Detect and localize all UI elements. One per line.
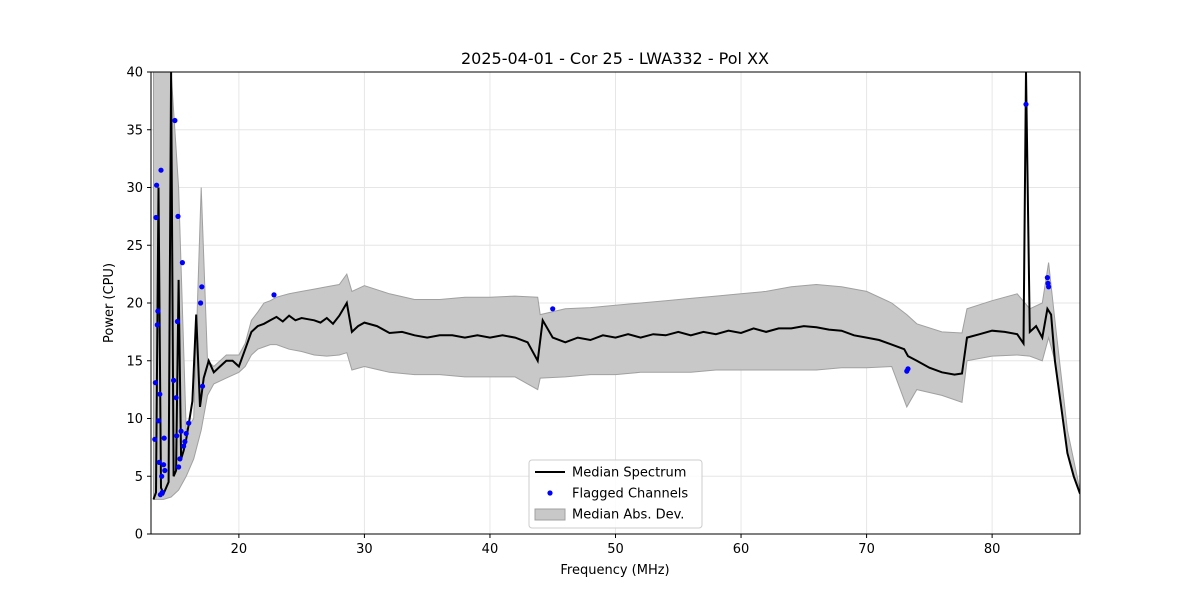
x-tick-label-1: 30: [356, 542, 373, 557]
flagged-point-2: [153, 214, 159, 221]
legend-mad-swatch: [534, 508, 566, 521]
flagged-point-5: [155, 308, 161, 314]
flagged-point-23: [177, 456, 183, 462]
x-tick-label-0: 20: [231, 542, 248, 557]
flagged-point-30: [198, 300, 204, 306]
flagged-point-20: [174, 318, 180, 325]
flagged-point-24: [178, 428, 184, 434]
flagged-point-19: [174, 433, 180, 439]
legend-box: [528, 459, 703, 529]
y-tick-label-3: 15: [126, 354, 143, 369]
flagged-point-11: [159, 473, 165, 479]
y-tick-label-5: 25: [126, 239, 143, 254]
legend-label-0: Median Spectrum: [572, 466, 686, 481]
flagged-point-4: [154, 322, 160, 328]
flagged-point-10: [158, 167, 164, 173]
flagged-point-26: [181, 443, 187, 449]
flagged-point-36: [905, 366, 911, 372]
flagged-point-29: [186, 420, 192, 426]
median-spectrum: [152, 72, 1080, 500]
flagged-point-28: [183, 430, 189, 437]
y-tick-label-4: 20: [126, 297, 143, 312]
x-tick-label-4: 60: [733, 542, 750, 557]
flagged-point-0: [152, 436, 158, 442]
flagged-point-33: [271, 292, 277, 298]
legend-label-2: Median Abs. Dev.: [572, 508, 684, 523]
flagged-channels: [152, 101, 1052, 498]
flagged-point-16: [171, 377, 177, 383]
x-axis-ticks: 20 30 40 50 60 70 80: [231, 534, 1001, 557]
y-axis-label: Power (CPU): [102, 263, 117, 343]
flagged-point-34: [550, 306, 556, 312]
y-tick-label-2: 10: [126, 412, 143, 427]
y-axis-ticks: 0 5 10 15 20 25 30 35 40: [126, 66, 151, 543]
x-tick-label-2: 40: [482, 542, 499, 557]
y-tick-label-6: 30: [126, 181, 143, 196]
legend: Median Spectrum Flagged Channels Median Ab…: [528, 459, 703, 529]
flagged-point-38: [1044, 275, 1050, 281]
flagged-point-7: [156, 459, 162, 465]
flagged-point-25: [179, 260, 185, 266]
flagged-point-15: [162, 467, 168, 474]
x-tick-label-3: 50: [607, 542, 624, 557]
flagged-point-3: [154, 182, 160, 188]
y-tick-label-1: 5: [135, 470, 143, 485]
flagged-point-14: [161, 435, 167, 441]
flagged-point-21: [175, 213, 181, 219]
flagged-point-31: [199, 284, 205, 290]
y-tick-label-8: 40: [126, 66, 143, 81]
mad-band: [153, 72, 1080, 500]
flagged-point-18: [173, 395, 179, 401]
x-tick-label-6: 80: [984, 542, 1001, 557]
flagged-point-12: [159, 489, 165, 495]
x-axis-label: Frequency (MHz): [560, 563, 669, 578]
median-spectrum-line: [152, 72, 1080, 500]
mad-band-area: [153, 72, 1080, 500]
flagged-point-22: [176, 464, 182, 470]
y-tick-label-7: 35: [126, 123, 143, 138]
flagged-point-6: [155, 418, 162, 424]
flagged-point-37: [1023, 101, 1029, 107]
x-tick-label-5: 70: [858, 542, 875, 557]
flagged-point-8: [157, 391, 163, 397]
flagged-point-32: [199, 383, 206, 389]
flagged-point-13: [161, 462, 167, 468]
y-tick-label-0: 0: [135, 528, 143, 543]
flagged-point-27: [182, 439, 188, 445]
legend-flagged-swatch: [547, 490, 553, 496]
legend-label-1: Flagged Channels: [572, 487, 688, 502]
flagged-point-17: [172, 117, 178, 124]
flagged-point-40: [1046, 284, 1052, 290]
flagged-point-1: [152, 380, 158, 386]
chart-title: 2025-04-01 - Cor 25 - LWA332 - Pol XX: [461, 49, 769, 68]
